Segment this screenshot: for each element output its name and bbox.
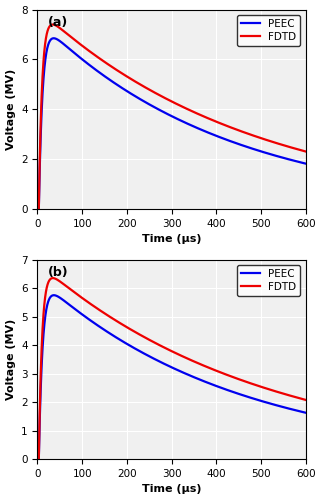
- FDTD: [166, 96, 170, 102]
- Line: PEEC: PEEC: [38, 295, 306, 459]
- Y-axis label: Voltage (MV): Voltage (MV): [5, 68, 15, 150]
- FDTD: [296, 395, 300, 401]
- FDTD: [159, 93, 163, 99]
- PEEC: [296, 158, 300, 164]
- FDTD: [51, 275, 55, 281]
- PEEC: [296, 408, 300, 414]
- FDTD: [36, 456, 39, 462]
- FDTD: [304, 148, 308, 154]
- PEEC: [49, 294, 53, 300]
- FDTD: [296, 395, 300, 401]
- X-axis label: Time (μs): Time (μs): [142, 234, 201, 244]
- PEEC: [304, 160, 308, 166]
- PEEC: [166, 362, 170, 368]
- FDTD: [166, 346, 170, 352]
- PEEC: [166, 112, 170, 117]
- Line: FDTD: FDTD: [38, 24, 306, 209]
- FDTD: [36, 206, 39, 212]
- PEEC: [247, 144, 251, 150]
- PEEC: [52, 292, 56, 298]
- FDTD: [247, 380, 251, 386]
- Line: FDTD: FDTD: [38, 278, 306, 459]
- PEEC: [36, 206, 39, 212]
- Legend: PEEC, FDTD: PEEC, FDTD: [237, 265, 300, 296]
- PEEC: [247, 394, 251, 400]
- FDTD: [296, 146, 300, 152]
- PEEC: [304, 410, 308, 416]
- FDTD: [49, 22, 53, 28]
- FDTD: [296, 146, 300, 152]
- X-axis label: Time (μs): Time (μs): [142, 484, 201, 494]
- FDTD: [304, 397, 308, 403]
- PEEC: [296, 158, 300, 164]
- FDTD: [247, 131, 251, 137]
- Text: (a): (a): [48, 16, 68, 28]
- Line: PEEC: PEEC: [38, 38, 306, 209]
- FDTD: [51, 22, 55, 28]
- PEEC: [159, 108, 163, 114]
- PEEC: [49, 36, 53, 43]
- Y-axis label: Voltage (MV): Voltage (MV): [5, 318, 15, 400]
- PEEC: [36, 456, 39, 462]
- Text: (b): (b): [48, 266, 69, 278]
- PEEC: [296, 408, 300, 414]
- FDTD: [159, 343, 163, 349]
- Legend: PEEC, FDTD: PEEC, FDTD: [237, 15, 300, 46]
- PEEC: [52, 35, 56, 41]
- FDTD: [49, 276, 53, 281]
- PEEC: [159, 359, 163, 365]
